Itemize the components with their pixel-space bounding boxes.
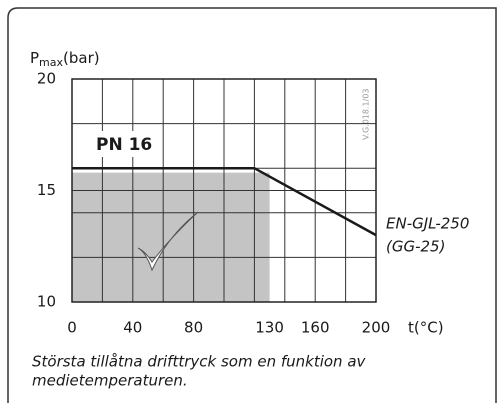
- y-axis-label: Pmax(bar): [30, 49, 100, 70]
- frame: [7, 7, 497, 403]
- plot-border: [71, 78, 377, 303]
- x-tick-label: 160: [301, 319, 330, 337]
- pn-box: [90, 131, 162, 157]
- caption: Största tillåtna drifttryck som en funkt…: [32, 353, 367, 371]
- series-label: (GG-25): [386, 238, 445, 256]
- series-label: EN-GJL-250: [386, 215, 469, 233]
- shaded-area: [72, 172, 270, 302]
- x-tick-label: 0: [67, 319, 77, 337]
- code-label: V.G.018.1/03: [362, 88, 371, 140]
- check-icon: [137, 211, 199, 272]
- x-axis-label: t(°C): [408, 319, 444, 337]
- x-tick-label: 130: [255, 319, 284, 337]
- x-tick-label: 40: [123, 319, 142, 337]
- x-tick-label: 80: [184, 319, 203, 337]
- y-tick-label: 10: [37, 293, 56, 311]
- caption: medietemperaturen.: [32, 372, 188, 390]
- y-tick-label: 20: [37, 70, 56, 88]
- line: [72, 166, 377, 237]
- pn-label: PN 16: [96, 135, 152, 155]
- y-tick-label: 15: [37, 181, 56, 199]
- x-tick-label: 200: [362, 319, 391, 337]
